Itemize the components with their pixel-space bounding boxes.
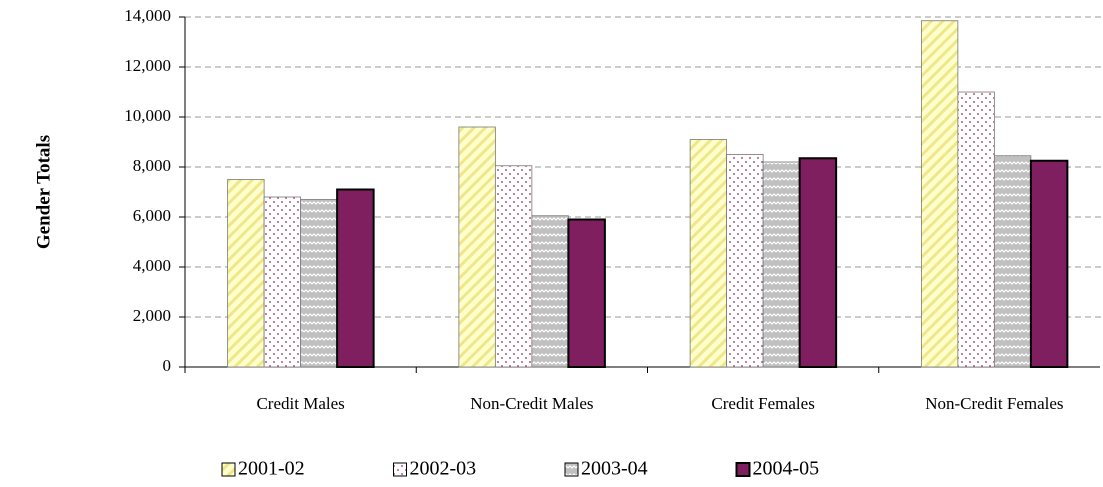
bar — [300, 199, 338, 368]
legend-swatch — [221, 462, 236, 477]
bar — [993, 155, 1032, 368]
y-tick-label: 10,000 — [124, 106, 171, 125]
bar — [957, 91, 995, 368]
x-tick-label: Non-Credit Females — [925, 394, 1063, 413]
bar — [567, 218, 606, 368]
x-tick-label: Non-Credit Males — [470, 394, 593, 413]
legend-label: 2002-03 — [410, 458, 477, 480]
x-tick-label: Credit Males — [256, 394, 344, 413]
bar — [1029, 159, 1069, 368]
legend-label: 2001-02 — [238, 458, 305, 480]
bar — [689, 139, 728, 368]
bar — [798, 157, 838, 368]
bar — [263, 196, 302, 368]
legend-label: 2004-05 — [753, 458, 820, 480]
y-axis-title: Gender Totals — [33, 135, 54, 249]
bar — [336, 188, 375, 368]
bar — [726, 154, 764, 368]
y-tick-label: 0 — [163, 356, 172, 375]
x-tick-label: Credit Females — [711, 394, 814, 413]
y-tick-label: 12,000 — [124, 56, 171, 75]
legend-swatch — [735, 462, 751, 477]
y-tick-label: 8,000 — [133, 156, 171, 175]
y-tick-label: 6,000 — [133, 206, 171, 225]
bar — [458, 126, 496, 368]
y-tick-label: 14,000 — [124, 6, 171, 25]
bar — [762, 161, 801, 368]
bar — [494, 165, 533, 368]
y-tick-label: 2,000 — [133, 306, 171, 325]
bar — [920, 20, 959, 368]
y-tick-label: 4,000 — [133, 256, 171, 275]
legend-swatch — [393, 462, 407, 477]
bar — [531, 215, 569, 368]
bar — [227, 179, 265, 368]
legend-label: 2003-04 — [581, 458, 648, 480]
legend-swatch — [564, 462, 579, 477]
